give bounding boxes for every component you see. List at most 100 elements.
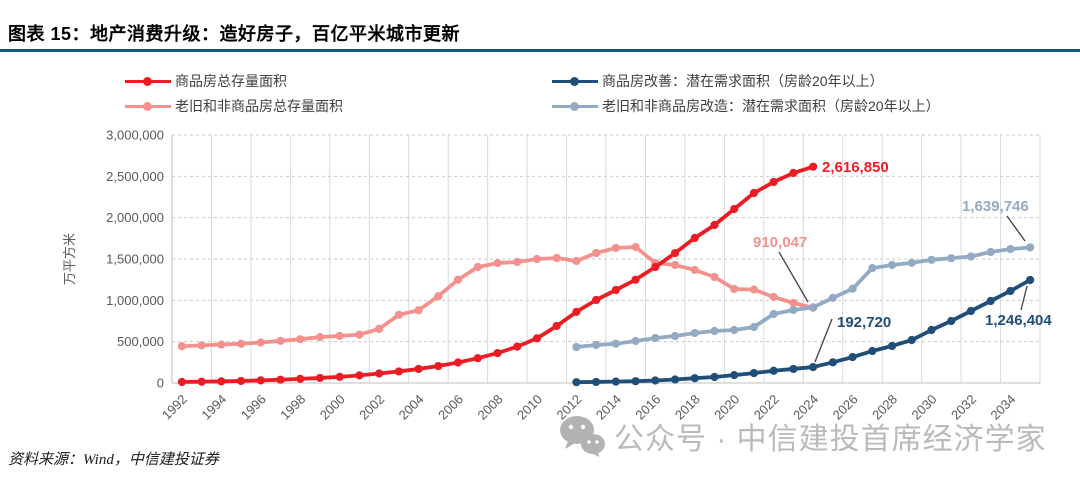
series-point-2 xyxy=(887,341,897,351)
x-tick-label: 2002 xyxy=(356,392,387,423)
series-point-2 xyxy=(868,346,877,356)
legend-item-3: 老旧和非商品房改造：潜在需求面积（房龄20年以上） xyxy=(552,96,940,116)
legend-marker-icon xyxy=(125,101,171,111)
series-point-0 xyxy=(473,354,482,363)
series-point-0 xyxy=(197,377,206,386)
series-point-3 xyxy=(907,258,916,267)
series-point-0 xyxy=(769,177,778,187)
series-point-1 xyxy=(217,340,226,349)
series-point-0 xyxy=(710,220,719,230)
series-point-3 xyxy=(947,254,956,263)
series-point-1 xyxy=(572,256,581,266)
series-point-3 xyxy=(809,303,818,312)
data-label-2: 1,639,746 xyxy=(962,198,1029,215)
series-point-2 xyxy=(986,296,995,306)
series-point-3 xyxy=(927,255,936,264)
series-point-0 xyxy=(572,307,581,317)
title-rule xyxy=(0,49,1080,52)
series-point-2 xyxy=(809,362,818,372)
series-point-1 xyxy=(730,284,739,294)
series-point-0 xyxy=(315,373,325,383)
x-tick-label: 2022 xyxy=(751,392,782,423)
series-point-0 xyxy=(532,334,542,343)
series-point-0 xyxy=(335,372,344,381)
series-point-0 xyxy=(809,162,818,171)
series-point-3 xyxy=(749,322,759,332)
series-point-3 xyxy=(789,305,798,315)
y-tick-label: 3,000,000 xyxy=(106,128,164,143)
series-point-2 xyxy=(789,364,798,374)
series-point-3 xyxy=(868,263,877,273)
series-point-2 xyxy=(927,325,936,335)
series-point-3 xyxy=(1026,243,1035,252)
series-point-3 xyxy=(730,325,739,335)
series-point-1 xyxy=(532,254,542,264)
series-point-2 xyxy=(966,306,976,316)
series-point-0 xyxy=(513,342,522,351)
data-label-1: 910,047 xyxy=(753,234,807,251)
series-point-1 xyxy=(473,262,482,272)
x-tick-label: 2032 xyxy=(948,392,979,423)
series-point-1 xyxy=(236,339,246,348)
series-point-3 xyxy=(966,252,976,261)
x-tick-label: 2004 xyxy=(396,392,427,423)
series-point-0 xyxy=(730,204,739,214)
series-point-3 xyxy=(592,340,601,350)
series-point-2 xyxy=(651,376,660,385)
x-tick-label: 2000 xyxy=(317,392,348,423)
x-tick-label: 2020 xyxy=(711,392,742,423)
legend-item-2: 商品房改善：潜在需求面积（房龄20年以上） xyxy=(552,71,884,91)
series-point-2 xyxy=(592,377,601,387)
series-point-0 xyxy=(592,295,601,305)
series-point-3 xyxy=(631,336,640,346)
series-point-2 xyxy=(572,378,581,387)
series-point-1 xyxy=(375,324,384,333)
x-tick-label: 1996 xyxy=(238,392,269,423)
series-point-2 xyxy=(1006,286,1015,296)
series-point-0 xyxy=(236,376,246,386)
figure-title: 图表 15：地产消费升级：造好房子，百亿平米城市更新 xyxy=(8,24,461,44)
legend-marker-icon xyxy=(552,76,598,86)
series-point-0 xyxy=(552,321,561,331)
series-point-2 xyxy=(1026,275,1035,285)
series-point-2 xyxy=(631,377,640,386)
series-point-3 xyxy=(769,309,778,319)
annotation-leader-2 xyxy=(1006,215,1026,242)
x-tick-label: 2010 xyxy=(514,392,545,423)
series-point-1 xyxy=(789,298,798,308)
series-point-0 xyxy=(434,361,443,371)
series-point-2 xyxy=(710,372,719,382)
series-point-1 xyxy=(197,341,206,350)
series-point-0 xyxy=(177,377,186,387)
x-tick-label: 2006 xyxy=(435,392,466,423)
series-point-1 xyxy=(414,306,423,315)
series-point-1 xyxy=(335,331,344,340)
y-tick-label: 2,000,000 xyxy=(106,210,164,225)
legend-label: 商品房改善：潜在需求面积（房龄20年以上） xyxy=(602,73,884,89)
x-tick-label: 2030 xyxy=(909,392,940,423)
series-point-1 xyxy=(710,272,719,282)
annotation-leader-3 xyxy=(814,318,833,363)
series-point-0 xyxy=(749,188,759,198)
series-point-0 xyxy=(414,364,423,374)
x-tick-label: 2028 xyxy=(869,392,900,423)
series-point-0 xyxy=(493,348,502,358)
series-point-2 xyxy=(907,335,916,345)
series-point-1 xyxy=(355,330,364,339)
legend-label: 商品房总存量面积 xyxy=(175,73,287,89)
series-point-3 xyxy=(848,284,857,293)
series-point-0 xyxy=(217,377,226,386)
series-point-3 xyxy=(670,331,680,341)
legend-label: 老旧和非商品房改造：潜在需求面积（房龄20年以上） xyxy=(602,98,940,114)
series-point-1 xyxy=(276,336,285,345)
series-point-0 xyxy=(690,233,699,243)
series-point-1 xyxy=(177,342,186,351)
series-point-0 xyxy=(789,168,798,178)
series-point-3 xyxy=(828,293,837,302)
series-point-0 xyxy=(631,275,640,284)
series-point-1 xyxy=(394,310,403,319)
series-point-1 xyxy=(611,243,620,253)
y-tick-label: 500,000 xyxy=(117,334,164,349)
